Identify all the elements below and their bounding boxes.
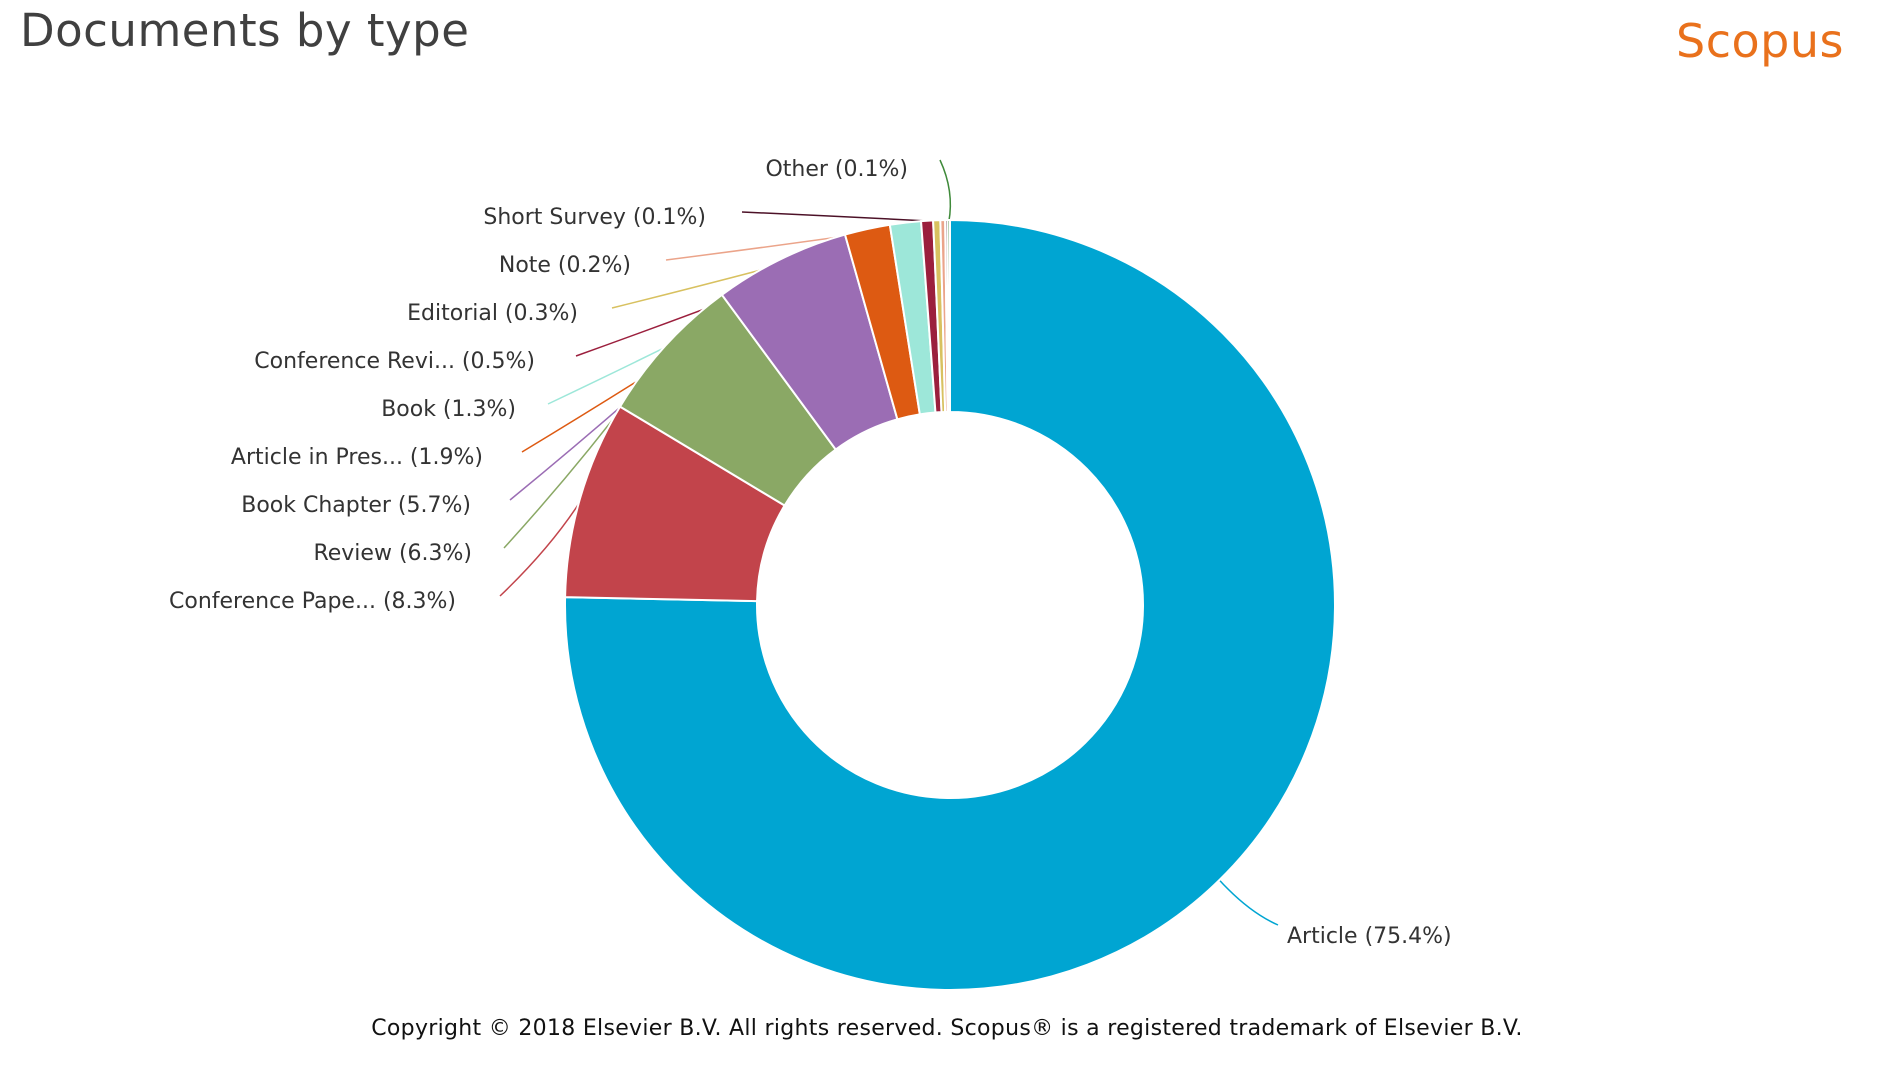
slice-other[interactable] xyxy=(946,218,951,414)
leader-line xyxy=(499,498,583,597)
slice-label: Book Chapter (5.7%) xyxy=(241,493,471,518)
slice-label: Conference Pape... (8.3%) xyxy=(169,589,456,614)
slice-label: Editorial (0.3%) xyxy=(407,301,578,326)
slice-labels: Article (75.4%) Conference Pape... (8.3%)… xyxy=(169,157,1452,949)
leader-line xyxy=(741,211,947,223)
leader-line xyxy=(939,159,952,223)
slice-label: Book (1.3%) xyxy=(381,397,516,422)
slice-label: Review (6.3%) xyxy=(313,541,472,566)
slice-label: Conference Revi... (0.5%) xyxy=(254,349,535,374)
leader-line xyxy=(1217,878,1279,926)
slice-label: Short Survey (0.1%) xyxy=(483,205,706,230)
donut-slices xyxy=(564,218,1336,991)
slice-label: Article (75.4%) xyxy=(1287,924,1452,949)
slice-label: Other (0.1%) xyxy=(765,157,908,182)
copyright-notice: Copyright © 2018 Elsevier B.V. All right… xyxy=(371,1016,1523,1041)
chart-title: Documents by type xyxy=(20,4,470,57)
slice-article[interactable] xyxy=(564,218,1336,991)
scopus-logo: Scopus xyxy=(1676,14,1844,68)
slice-label: Note (0.2%) xyxy=(499,253,631,278)
slice-label: Article in Pres... (1.9%) xyxy=(231,445,483,470)
